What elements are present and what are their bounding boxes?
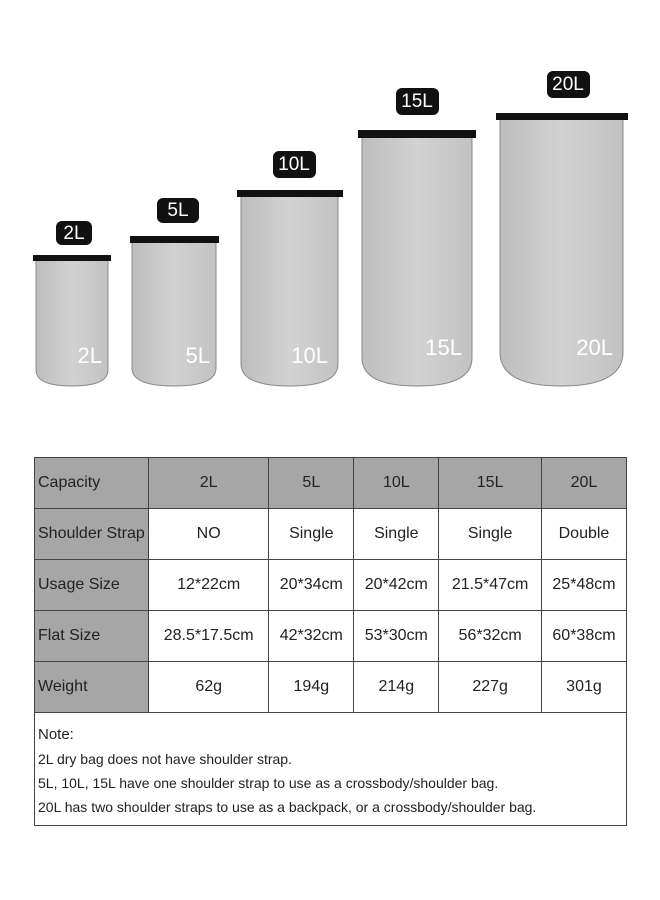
header-cell: 2L: [147, 457, 270, 509]
bag-tag-text: 15L: [401, 91, 433, 112]
table-cell: 56*32cm: [438, 610, 542, 662]
table-row: Usage Size 12*22cm 20*34cm 20*42cm 21.5*47cm…: [34, 559, 628, 611]
table-cell: 53*30cm: [353, 610, 440, 662]
bag-lid: [496, 113, 628, 120]
table-cell: 42*32cm: [268, 610, 355, 662]
bag-tag: [547, 71, 590, 98]
header-cell: 20L: [540, 457, 628, 509]
table-cell: 194g: [268, 661, 355, 713]
bag-tag-text: 20L: [552, 74, 584, 95]
bag-tag-text: 2L: [63, 223, 84, 244]
bag-label: 20L: [576, 335, 613, 360]
note: Note: 2L dry bag does not have shoulder s…: [34, 712, 627, 826]
header-cell: Capacity: [34, 457, 149, 509]
spec-table: Capacity 2L 5L 10L 15L 20L Shoulder Strap NO Sin…: [34, 457, 628, 826]
table-cell: 62g: [147, 661, 270, 713]
bag-body: [499, 118, 624, 387]
table-row: Weight 62g 194g 214g 227g 301g: [34, 661, 628, 713]
note-line: 5L, 10L, 15L have one shoulder strap to …: [38, 775, 499, 791]
table-cell: 21.5*47cm: [438, 559, 542, 611]
note-row: Note: 2L dry bag does not have shoulder s…: [34, 712, 627, 826]
table-cell: Single: [438, 508, 542, 560]
table-cell: Double: [540, 508, 628, 560]
bag-body: [361, 136, 473, 387]
note-line: 20L has two shoulder straps to use as a …: [38, 799, 537, 815]
row-label: Weight: [34, 661, 149, 713]
note-line: 2L dry bag does not have shoulder strap.: [38, 751, 292, 767]
bag-tag: [396, 88, 439, 115]
table-cell: 25*48cm: [540, 559, 628, 611]
table-cell: 20*34cm: [268, 559, 355, 611]
table-row: Shoulder Strap NO Single Single Single Double: [34, 508, 628, 560]
row-label: Usage Size: [34, 559, 149, 611]
bag-label: 10L: [291, 343, 328, 368]
bag-lid: [33, 255, 111, 261]
bag-tag: [273, 151, 316, 178]
table-row: Flat Size 28.5*17.5cm 42*32cm 53*30cm 56*32c…: [34, 610, 628, 662]
table-cell: 20*42cm: [353, 559, 440, 611]
header-cell: 10L: [353, 457, 440, 509]
table-cell: 12*22cm: [147, 559, 270, 611]
bag-body: [240, 195, 339, 387]
table-cell: 214g: [353, 661, 440, 713]
row-label: Shoulder Strap: [34, 508, 149, 560]
bag-tag-text: 5L: [167, 200, 188, 221]
header-row: Capacity 2L 5L 10L 15L 20L: [34, 457, 628, 509]
header-cell: 5L: [268, 457, 355, 509]
table-cell: Single: [268, 508, 355, 560]
row-label: Flat Size: [34, 610, 149, 662]
bags-illustration: 2L 2L 5L 5L 10L 10L 15L 15L 20L 20L: [33, 71, 628, 387]
bag-label: 2L: [78, 343, 102, 368]
bag-tag: [56, 221, 92, 245]
bag-lid: [237, 190, 343, 197]
bag-label: 15L: [425, 335, 462, 360]
bag-lid: [130, 236, 219, 243]
table-cell: 28.5*17.5cm: [147, 610, 270, 662]
bag-body: [35, 259, 109, 387]
bag-body: [131, 241, 217, 387]
table-cell: Single: [353, 508, 440, 560]
header-cell: 15L: [438, 457, 542, 509]
table-cell: 301g: [540, 661, 628, 713]
bag-tag-text: 10L: [278, 154, 310, 175]
bag-label: 5L: [186, 343, 210, 368]
bag-tag: [157, 198, 199, 223]
table-cell: NO: [147, 508, 270, 560]
note-title: Note:: [38, 726, 74, 743]
table-cell: 60*38cm: [540, 610, 628, 662]
table-cell: 227g: [438, 661, 542, 713]
bag-lid: [358, 130, 476, 138]
